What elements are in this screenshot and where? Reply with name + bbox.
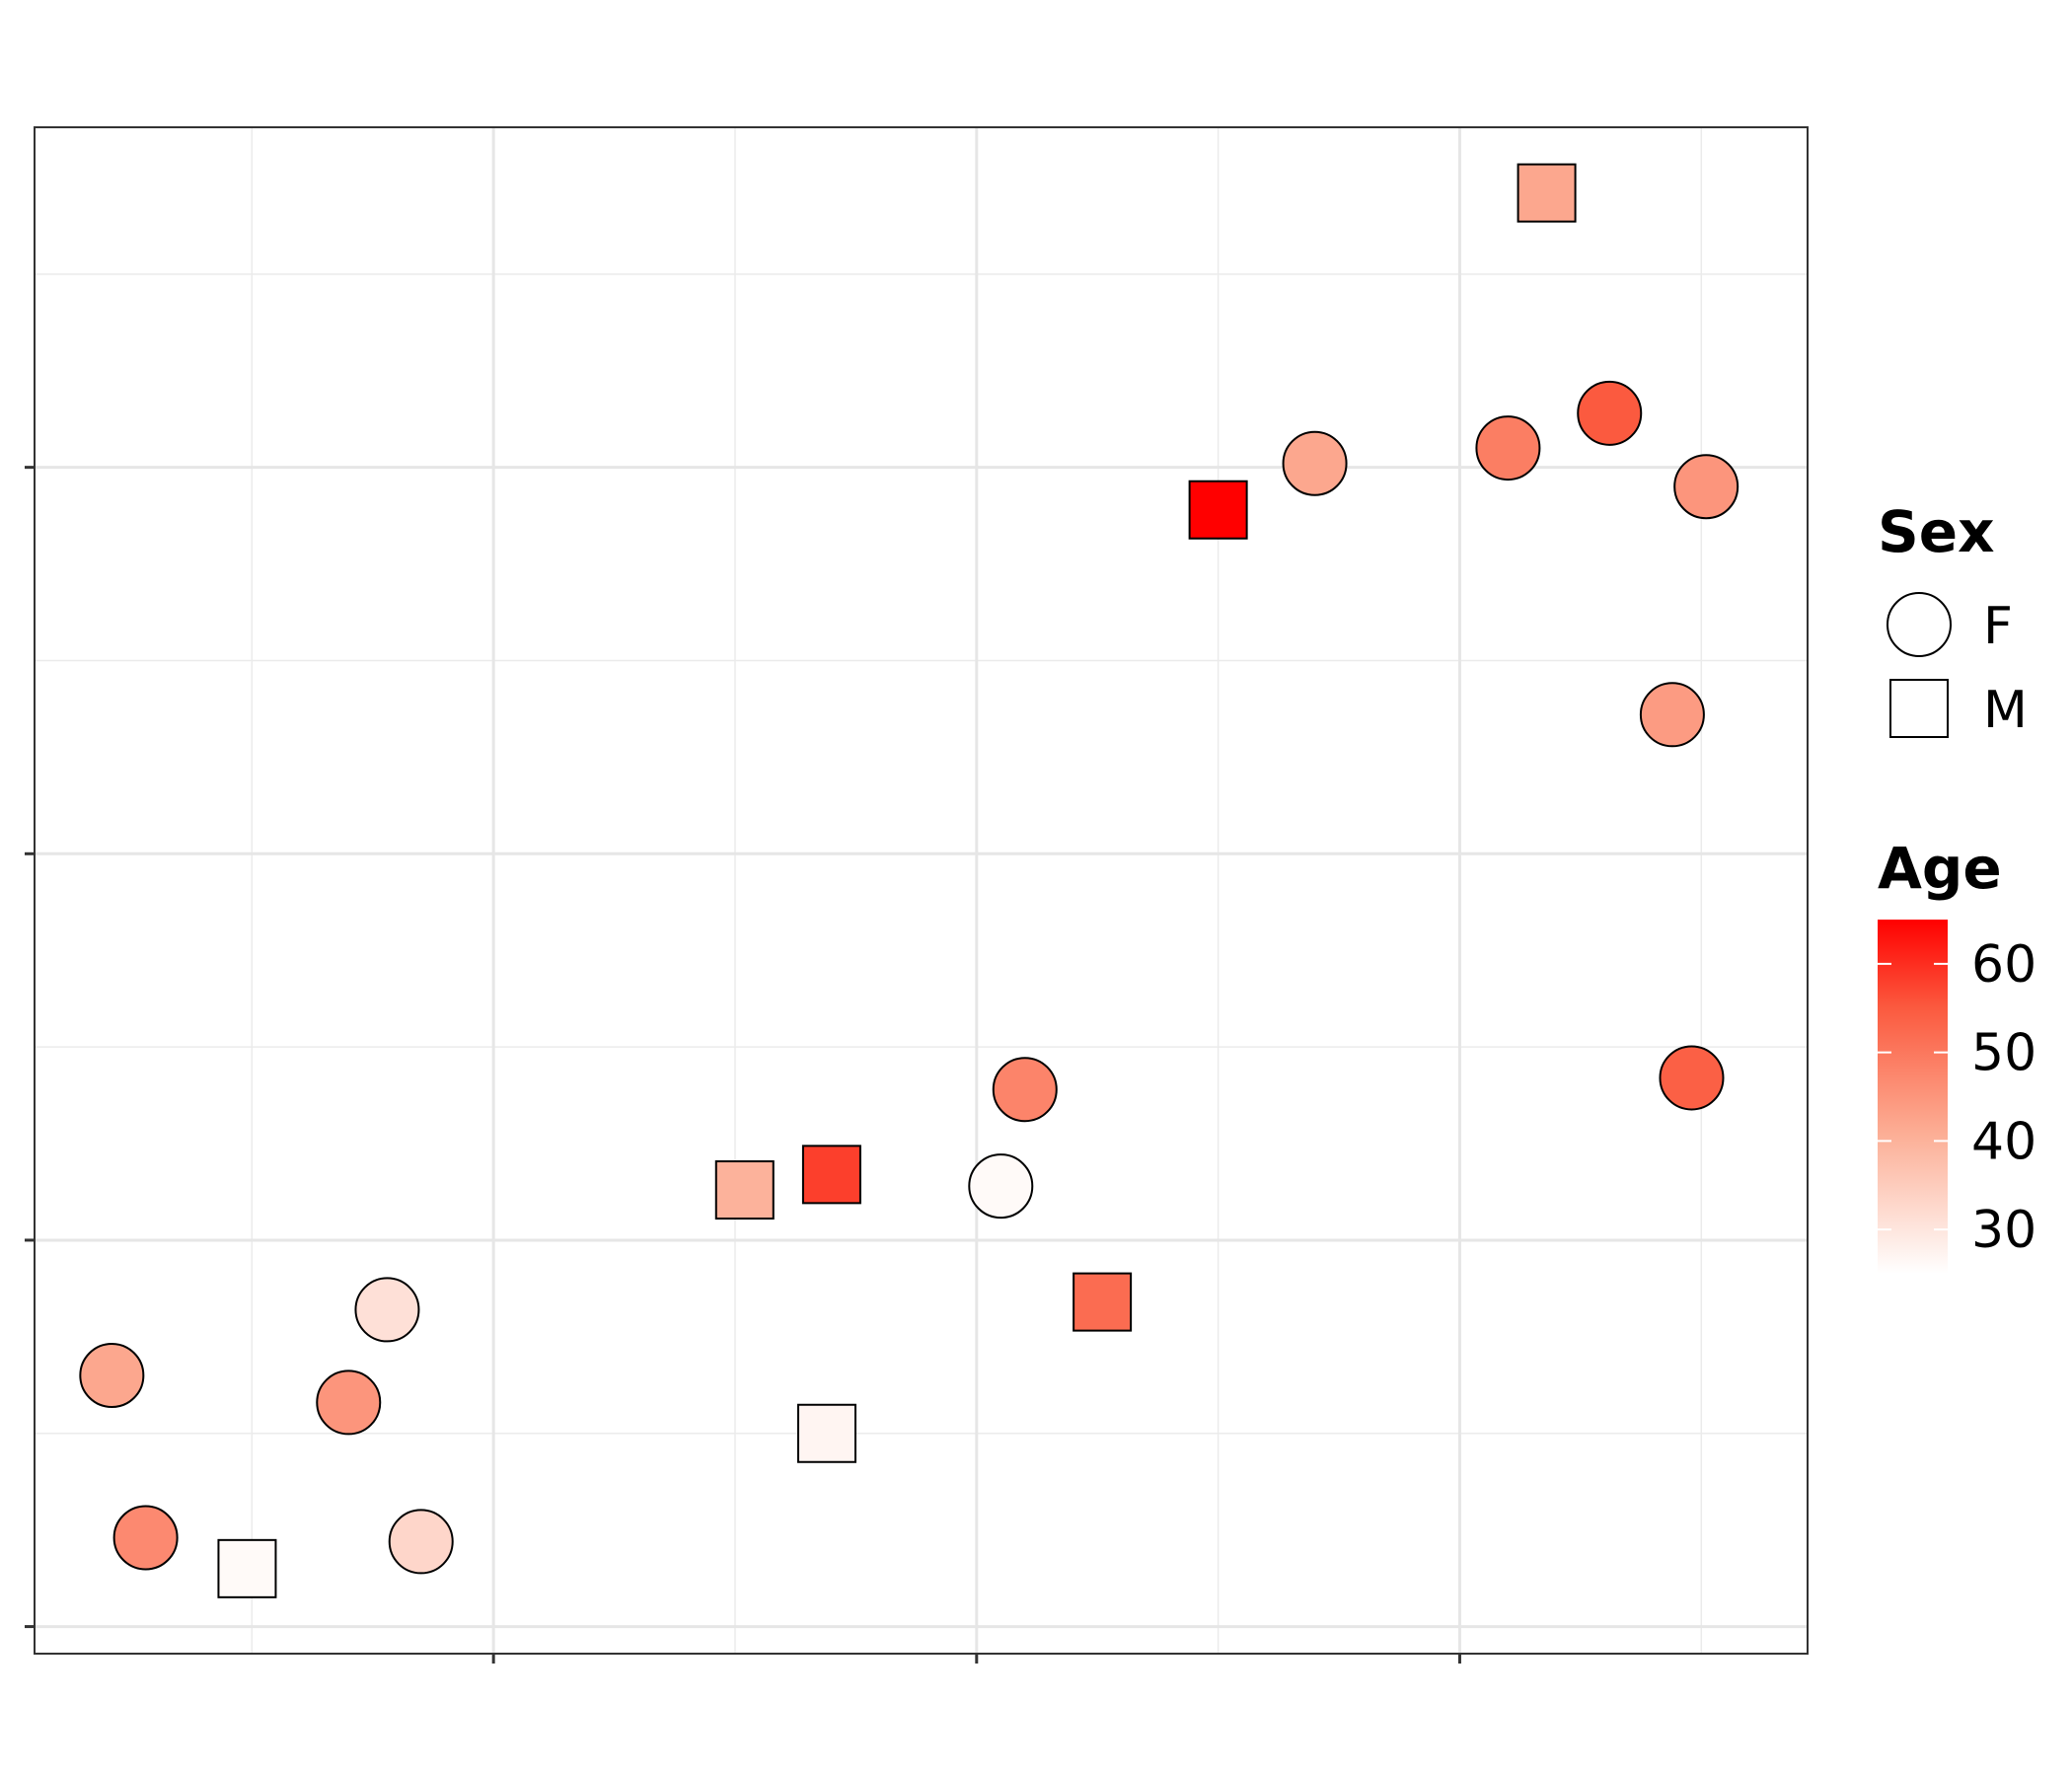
legend-label-m: M <box>1983 681 2028 740</box>
plot-background <box>35 127 1808 1654</box>
legend-square-key <box>1889 679 1949 738</box>
data-point-square <box>714 1160 775 1221</box>
data-point-square <box>801 1145 861 1205</box>
data-point-circle <box>354 1277 420 1343</box>
colorbar-tick-label: 30 <box>1971 1201 2036 1260</box>
data-point-square <box>217 1538 277 1598</box>
legend-item-m: M <box>1889 679 2028 740</box>
grid-lines <box>35 127 1808 1654</box>
axis-ticks <box>25 466 1461 1664</box>
colorbar-tick-label: 50 <box>1971 1024 2036 1083</box>
data-point-square <box>1517 163 1577 223</box>
data-point-square <box>797 1403 857 1463</box>
data-point-square <box>1073 1272 1133 1332</box>
data-point-circle <box>388 1509 454 1575</box>
legend-sex-title: Sex <box>1878 498 1995 565</box>
data-point-square <box>1188 480 1248 540</box>
colorbar-tick-label: 60 <box>1971 935 2036 995</box>
data-point-circle <box>1673 454 1739 520</box>
colorbar-ticks: 30 40 50 60 <box>1878 935 2036 1260</box>
legend-item-f: F <box>1887 592 2013 657</box>
data-point-circle <box>1639 682 1705 748</box>
data-point-circle <box>992 1057 1058 1123</box>
age-colorbar <box>1878 920 1948 1274</box>
data-point-circle <box>968 1153 1034 1220</box>
data-point-circle <box>1475 415 1541 481</box>
legend-circle-key <box>1887 592 1952 657</box>
colorbar-tick-label: 40 <box>1971 1112 2036 1171</box>
plot-panel-border <box>34 126 1809 1655</box>
data-point-circle <box>1282 430 1348 496</box>
legend-age-title: Age <box>1878 835 2002 902</box>
data-points <box>79 163 1739 1598</box>
data-point-circle <box>112 1505 179 1571</box>
legend: Sex F M Age 30 40 50 60 <box>1878 498 2036 1274</box>
data-point-circle <box>316 1369 382 1436</box>
legend-label-f: F <box>1983 597 2013 656</box>
data-point-circle <box>1577 380 1643 446</box>
data-point-circle <box>79 1343 145 1409</box>
data-point-circle <box>1659 1045 1725 1111</box>
